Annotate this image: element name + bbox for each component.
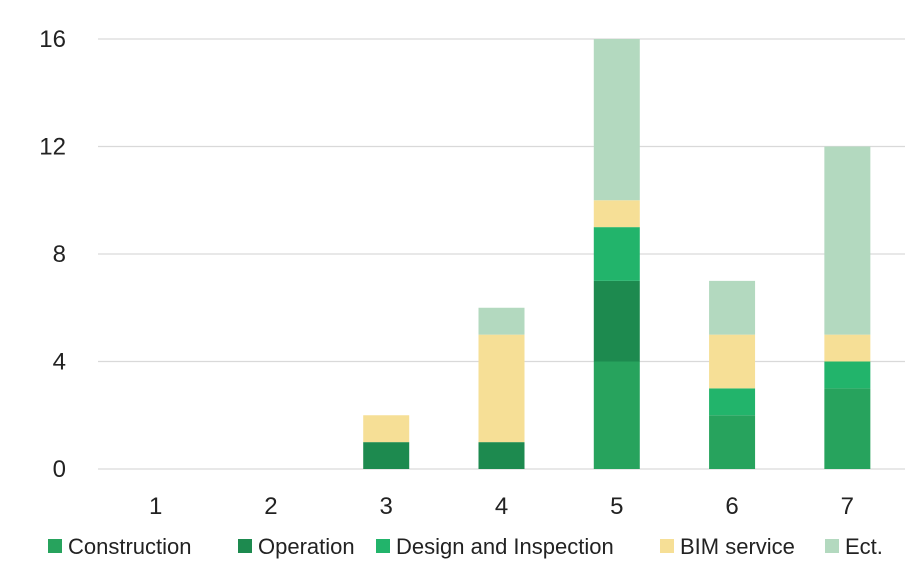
bar-segment-construction-cat-5 (593, 361, 640, 469)
bar-segment-bim-service-cat-6 (709, 334, 756, 389)
bars (363, 39, 871, 469)
x-tick-label: 1 (149, 493, 162, 520)
legend-swatch (825, 539, 839, 553)
bar-segment-operation-cat-5 (593, 280, 640, 362)
bar-segment-construction-cat-6 (709, 415, 756, 469)
bar-segment-design-and-inspection-cat-5 (593, 227, 640, 281)
x-tick-label: 5 (610, 493, 623, 520)
bar-segment-construction-cat-7 (824, 388, 871, 469)
bar-segment-bim-service-cat-5 (593, 200, 640, 228)
bar-segment-bim-service-cat-4 (478, 334, 525, 443)
legend-swatch (238, 539, 252, 553)
y-tick-label: 8 (53, 241, 66, 268)
legend-swatch (660, 539, 674, 553)
bar-segment-design-and-inspection-cat-6 (709, 388, 756, 416)
y-tick-label: 0 (53, 456, 66, 483)
legend-swatch (376, 539, 390, 553)
bar-segment-operation-cat-4 (478, 442, 525, 469)
bar-segment-bim-service-cat-7 (824, 334, 871, 362)
x-tick-label: 7 (841, 493, 854, 520)
legend-label: Ect. (845, 534, 883, 559)
bar-segment-bim-service-cat-3 (363, 415, 410, 443)
bar-segment-ect--cat-4 (478, 307, 525, 335)
bar-segment-ect--cat-5 (593, 39, 640, 201)
bar-segment-design-and-inspection-cat-7 (824, 361, 871, 389)
x-axis-tick-labels: 1 2 3 4 5 6 7 (149, 493, 854, 520)
y-tick-label: 16 (39, 26, 66, 53)
legend-swatch (48, 539, 62, 553)
y-axis-tick-labels: 0 4 8 12 16 (39, 26, 66, 483)
y-tick-label: 12 (39, 134, 66, 161)
legend-label: Design and Inspection (396, 534, 614, 559)
legend-label: BIM service (680, 534, 795, 559)
legend-label: Construction (68, 534, 192, 559)
x-tick-label: 3 (380, 493, 393, 520)
x-tick-label: 4 (495, 493, 508, 520)
bar-segment-ect--cat-6 (709, 280, 756, 335)
x-tick-label: 6 (725, 493, 738, 520)
y-tick-label: 4 (53, 349, 66, 376)
gridlines (98, 38, 905, 470)
x-tick-label: 2 (264, 493, 277, 520)
bar-segment-ect--cat-7 (824, 146, 871, 335)
bar-segment-operation-cat-3 (363, 442, 410, 469)
legend: Construction Operation Design and Inspecti… (48, 534, 883, 559)
legend-label: Operation (258, 534, 355, 559)
